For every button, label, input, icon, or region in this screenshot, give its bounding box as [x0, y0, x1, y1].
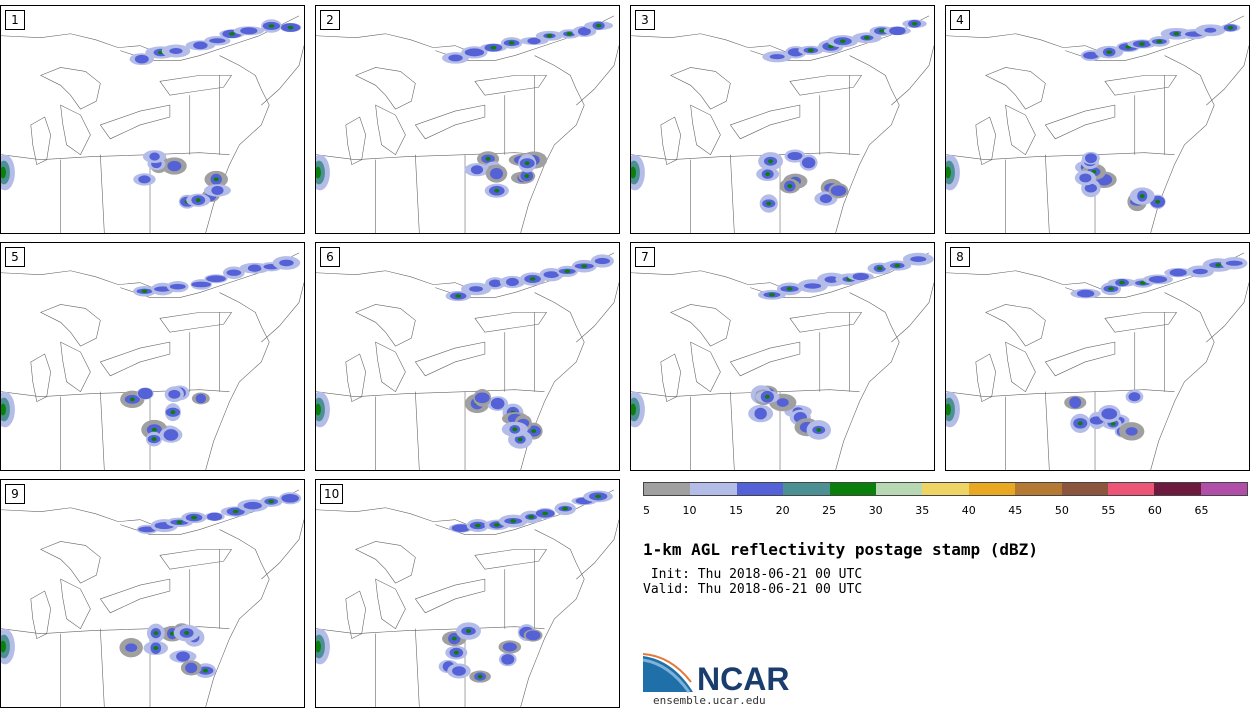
stamp-number: 8 — [950, 247, 970, 267]
ncar-logo: NCAR — [643, 653, 789, 694]
reflectivity-map — [1, 15, 304, 233]
chart-title: 1-km AGL reflectivity postage stamp (dBZ… — [643, 540, 1038, 559]
colorbar-tick-label: 30 — [868, 504, 883, 517]
colorbar-tick-label: 10 — [682, 504, 697, 517]
colorbar-segment-11 — [1107, 483, 1155, 495]
colorbar-segment-6 — [875, 483, 923, 495]
reflectivity-map — [631, 15, 934, 233]
reflectivity-map — [316, 252, 619, 470]
colorbar-tick-label: 15 — [729, 504, 744, 517]
stamp-number: 9 — [5, 484, 25, 504]
logo-url-text: ensemble.ucar.edu — [653, 694, 766, 707]
colorbar-segment-9 — [1015, 483, 1062, 495]
stamp-number: 6 — [320, 247, 340, 267]
valid-time: Valid: Thu 2018-06-21 00 UTC — [643, 582, 863, 597]
colorbar-segment-1 — [644, 483, 691, 495]
stamp-panel-3: 3 — [630, 5, 935, 234]
colorbar-segment-13 — [1200, 483, 1248, 495]
stamp-number: 3 — [635, 10, 655, 30]
colorbar-tick-labels: 5 10 15 20 25 30 35 40 45 50 55 60 65 — [643, 504, 1248, 518]
logo-text: NCAR — [697, 661, 789, 694]
reflectivity-map — [946, 252, 1249, 470]
colorbar-tick-label: 20 — [775, 504, 790, 517]
colorbar-segment-3 — [736, 483, 784, 495]
reflectivity-map — [1, 489, 304, 707]
reflectivity-map — [316, 15, 619, 233]
colorbar-segment-10 — [1061, 483, 1108, 495]
colorbar-tick-label: 5 — [643, 504, 650, 517]
stamp-panel-10: 10 — [315, 479, 620, 708]
stamp-panel-8: 8 — [945, 242, 1250, 471]
colorbar-tick-label: 60 — [1147, 504, 1162, 517]
stamp-number: 10 — [320, 484, 344, 504]
colorbar-segment-8 — [968, 483, 1016, 495]
stamp-panel-7: 7 — [630, 242, 935, 471]
stamp-number: 7 — [635, 247, 655, 267]
colorbar-segment-12 — [1154, 483, 1201, 495]
colorbar-tick-label: 45 — [1008, 504, 1023, 517]
stamp-number: 5 — [5, 247, 25, 267]
reflectivity-map — [1, 252, 304, 470]
stamp-panel-4: 4 — [945, 5, 1250, 234]
colorbar-segment-2 — [690, 483, 737, 495]
reflectivity-colorbar — [643, 482, 1248, 496]
reflectivity-map — [316, 489, 619, 707]
colorbar-segment-7 — [922, 483, 969, 495]
stamp-panel-5: 5 — [0, 242, 305, 471]
colorbar-tick-label: 65 — [1194, 504, 1209, 517]
stamp-number: 2 — [320, 10, 340, 30]
stamp-panel-6: 6 — [315, 242, 620, 471]
reflectivity-map — [631, 252, 934, 470]
colorbar-segment-5 — [829, 483, 876, 495]
colorbar-segment-4 — [783, 483, 830, 495]
colorbar-tick-label: 55 — [1101, 504, 1116, 517]
stamp-number: 4 — [950, 10, 970, 30]
colorbar-tick-label: 25 — [822, 504, 837, 517]
colorbar-tick-label: 50 — [1054, 504, 1069, 517]
stamp-panel-2: 2 — [315, 5, 620, 234]
stamp-panel-9: 9 — [0, 479, 305, 708]
reflectivity-map — [946, 15, 1249, 233]
stamp-number: 1 — [5, 10, 25, 30]
colorbar-tick-label: 35 — [915, 504, 930, 517]
colorbar-tick-label: 40 — [961, 504, 976, 517]
init-time: Init: Thu 2018-06-21 00 UTC — [643, 567, 863, 582]
stamp-panel-1: 1 — [0, 5, 305, 234]
